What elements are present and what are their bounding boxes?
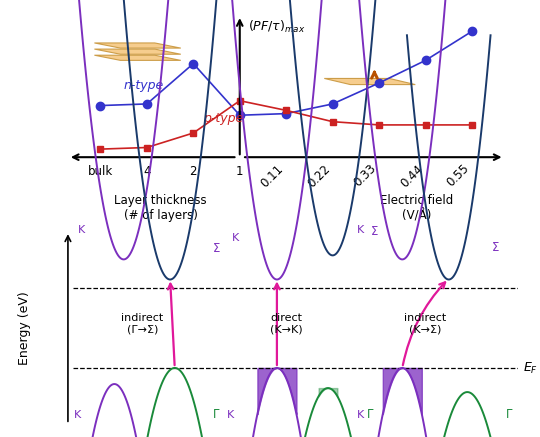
Text: Γ: Γ	[506, 408, 512, 421]
Text: K: K	[73, 410, 81, 420]
Text: 2: 2	[190, 165, 197, 178]
Text: Γ: Γ	[213, 408, 220, 421]
Text: Energy (eV): Energy (eV)	[18, 291, 31, 364]
Text: Σ: Σ	[371, 225, 378, 238]
Text: 4: 4	[143, 165, 151, 178]
Polygon shape	[94, 49, 181, 54]
Text: 0.11: 0.11	[259, 162, 286, 190]
Text: K: K	[227, 410, 234, 420]
Text: n-type: n-type	[124, 80, 164, 92]
Text: Σ: Σ	[213, 243, 220, 255]
Text: K: K	[232, 233, 239, 243]
Text: $E_F$: $E_F$	[523, 361, 538, 375]
Text: Layer thickness
(# of layers): Layer thickness (# of layers)	[114, 194, 207, 222]
Text: 1: 1	[236, 165, 244, 178]
Text: bulk: bulk	[88, 165, 113, 178]
Text: K: K	[78, 225, 85, 235]
Text: 0.55: 0.55	[444, 162, 472, 190]
Text: $(PF/\tau)_{max}$: $(PF/\tau)_{max}$	[248, 18, 306, 35]
Text: K: K	[357, 410, 364, 420]
Text: Γ: Γ	[367, 408, 373, 421]
Text: 0.22: 0.22	[305, 162, 333, 190]
Text: K: K	[357, 225, 364, 235]
Text: 0.44: 0.44	[398, 162, 426, 190]
Text: 0.33: 0.33	[352, 162, 379, 190]
Text: indirect
(K→Σ): indirect (K→Σ)	[404, 313, 447, 335]
Text: Electric field
(V/Å): Electric field (V/Å)	[380, 194, 453, 223]
Text: p-type: p-type	[202, 112, 243, 125]
Text: Σ: Σ	[491, 241, 499, 254]
Polygon shape	[94, 43, 181, 48]
Polygon shape	[325, 79, 415, 85]
Text: direct
(K→K): direct (K→K)	[270, 313, 302, 335]
Text: indirect
(Γ→Σ): indirect (Γ→Σ)	[121, 313, 164, 335]
Polygon shape	[94, 55, 181, 60]
